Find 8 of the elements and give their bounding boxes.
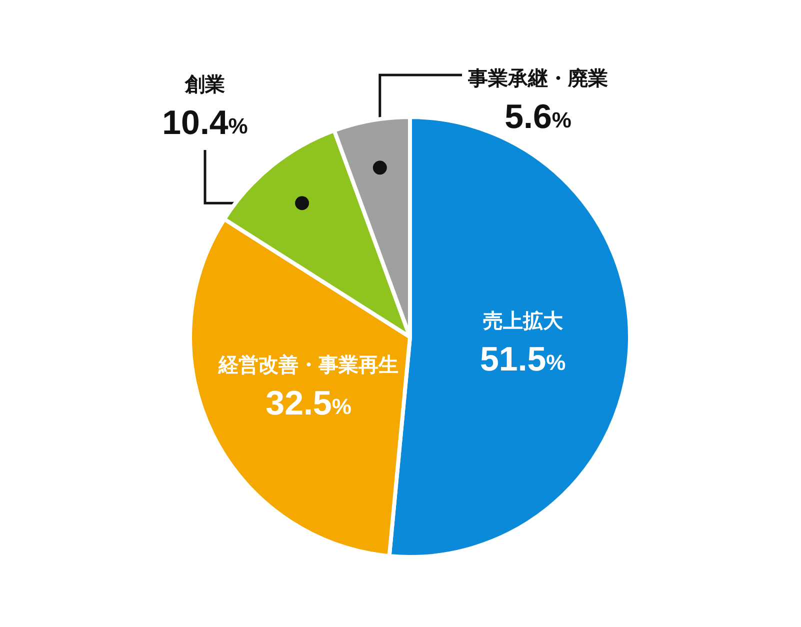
data-label: 10.4%	[162, 104, 248, 142]
slice-label: 創業	[184, 74, 225, 96]
slice-label: 売上拡大	[482, 309, 564, 332]
slice-label: 経営改善・事業再生	[218, 354, 399, 377]
slice-label: 事業承継・廃業	[467, 67, 608, 90]
data-label: 51.5%	[480, 340, 566, 378]
data-label: 5.6%	[504, 98, 572, 136]
data-label: 32.5%	[266, 384, 352, 423]
